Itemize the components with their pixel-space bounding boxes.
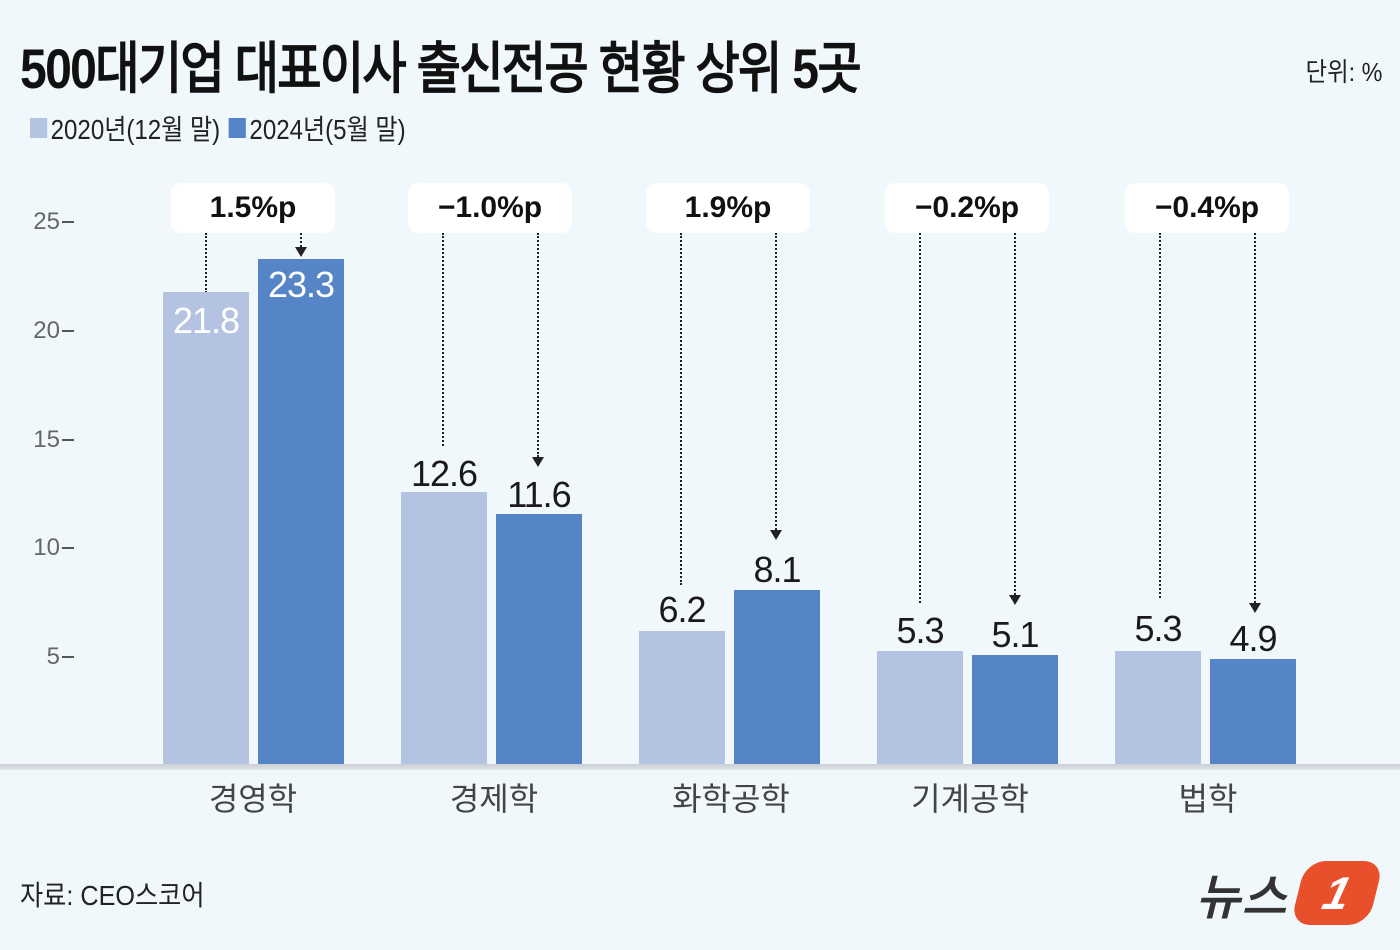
logo-mark-icon: 1 [1290, 861, 1385, 925]
bar-2020 [877, 651, 963, 766]
y-tick-label-25: 25 [33, 208, 60, 235]
delta-badge: 1.5%p [171, 183, 335, 233]
connector-line [1254, 233, 1256, 603]
category-label: 화학공학 [672, 781, 790, 817]
bar-2024 [734, 590, 820, 766]
bar-value-2024: 11.6 [507, 474, 571, 515]
bar-2020 [401, 492, 487, 766]
logo-mark-text: 1 [1318, 867, 1357, 919]
bar-value-2020: 12.6 [410, 453, 478, 494]
arrow-down-icon [1009, 595, 1021, 605]
x-axis-baseline [0, 764, 1400, 770]
arrow-down-icon [532, 457, 544, 467]
legend-label-2024: 2024년(5월 말) [249, 114, 406, 145]
arrow-down-icon [770, 530, 782, 540]
connector-line [537, 233, 539, 457]
y-tick-label-10: 10 [33, 534, 60, 561]
legend-swatch-2020 [30, 118, 48, 138]
category-label: 기계공학 [911, 781, 1029, 817]
y-tick-5 [62, 656, 74, 658]
arrow-down-icon [1249, 603, 1261, 613]
connector-line [775, 233, 777, 530]
category-label: 법학 [1178, 781, 1238, 817]
legend-label-2020: 2020년(12월 말) [50, 114, 221, 145]
y-tick-25 [62, 221, 74, 223]
y-tick-20 [62, 330, 74, 332]
y-tick-label-5: 5 [46, 643, 60, 670]
bar-value-2020: 5.3 [1134, 608, 1182, 649]
delta-badge: 1.9%p [646, 183, 810, 233]
bar-value-2024: 8.1 [753, 549, 801, 590]
bar-value-2020: 21.8 [172, 300, 240, 341]
connector-line [1159, 233, 1161, 598]
connector-line [205, 233, 207, 293]
y-tick-label-15: 15 [33, 426, 60, 453]
bar-2024 [972, 655, 1058, 766]
connector-line [919, 233, 921, 603]
bar-2020 [639, 631, 725, 766]
bar-2024 [1210, 659, 1296, 766]
legend: 2020년(12월 말) 2024년(5월 말) [30, 108, 414, 148]
bar-value-2020: 5.3 [896, 610, 944, 651]
bar-value-2024: 23.3 [267, 264, 335, 305]
unit-label: 단위: % [1305, 57, 1382, 87]
chart-title: 500대기업 대표이사 출신전공 현황 상위 5곳 [20, 37, 862, 100]
news1-logo: 뉴스 1 [1196, 858, 1385, 928]
bar-2020 [1115, 651, 1201, 766]
legend-item-2024: 2024년(5월 말) [228, 108, 406, 148]
source-label: 자료: CEO스코어 [20, 880, 205, 911]
bar-value-2024: 4.9 [1229, 618, 1277, 659]
delta-badge: −1.0%p [408, 183, 572, 233]
bar-2020 [163, 292, 249, 766]
connector-line [1014, 233, 1016, 595]
bar-2024 [496, 514, 582, 766]
category-label: 경제학 [449, 781, 539, 817]
connector-line [442, 233, 444, 446]
connector-line [300, 233, 302, 247]
legend-swatch-2024 [228, 118, 246, 138]
legend-item-2020: 2020년(12월 말) [30, 108, 220, 148]
category-label: 경영학 [208, 781, 298, 817]
arrow-down-icon [295, 247, 307, 257]
bar-2024 [258, 259, 344, 766]
delta-badge: −0.4%p [1125, 183, 1289, 233]
logo-text: 뉴스 [1196, 872, 1289, 925]
y-tick-label-20: 20 [33, 317, 60, 344]
y-tick-15 [62, 439, 74, 441]
bar-value-2024: 5.1 [991, 614, 1039, 655]
y-tick-10 [62, 547, 74, 549]
connector-line [680, 233, 682, 585]
delta-badge: −0.2%p [885, 183, 1049, 233]
bar-value-2020: 6.2 [658, 589, 706, 630]
